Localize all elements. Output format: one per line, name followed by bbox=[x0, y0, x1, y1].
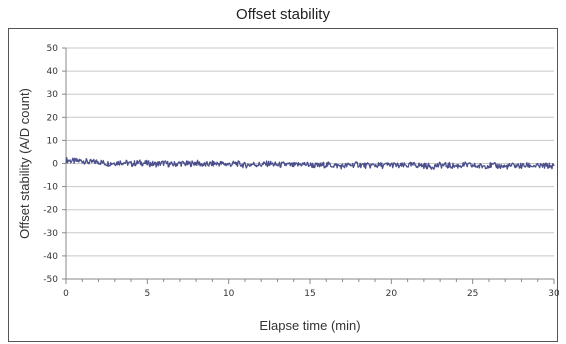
series-lines bbox=[65, 156, 555, 170]
y-tick-label: 40 bbox=[47, 67, 59, 77]
y-tick-label: -10 bbox=[43, 183, 58, 193]
chart-frame: 50 40 30 20 10 0 -10 -20 -30 -40 -50 0 5 10 15 20 25 30 … bbox=[8, 28, 559, 342]
x-tick-label: 30 bbox=[548, 289, 559, 299]
x-tick-label: 15 bbox=[304, 289, 315, 299]
series-line bbox=[65, 156, 555, 170]
y-axis-label: Offset stability (A/D count) bbox=[17, 88, 32, 239]
y-tick-label: 50 bbox=[47, 44, 59, 54]
y-tick-label: -50 bbox=[43, 275, 58, 285]
x-tick-label: 5 bbox=[144, 289, 150, 299]
y-tick-label: 10 bbox=[47, 136, 59, 146]
x-tick-label: 0 bbox=[63, 289, 69, 299]
y-tick-label: -40 bbox=[43, 252, 58, 262]
x-tick-label: 20 bbox=[386, 289, 398, 299]
x-tick-label: 25 bbox=[467, 289, 478, 299]
y-tick-label: 0 bbox=[52, 160, 58, 170]
chart-title: Offset stability bbox=[236, 6, 330, 23]
x-tick-label: 10 bbox=[223, 289, 235, 299]
y-tick-label: 20 bbox=[47, 113, 59, 123]
y-tick-label: -20 bbox=[43, 206, 58, 216]
y-tick-label: -30 bbox=[43, 229, 58, 239]
y-tick-label: 30 bbox=[47, 90, 59, 100]
x-tick-labels: 0 5 10 15 20 25 30 bbox=[63, 289, 559, 299]
y-tick-labels: 50 40 30 20 10 0 -10 -20 -30 -40 -50 bbox=[43, 44, 58, 285]
x-axis-label: Elapse time (min) bbox=[259, 318, 360, 333]
axes bbox=[62, 47, 555, 284]
